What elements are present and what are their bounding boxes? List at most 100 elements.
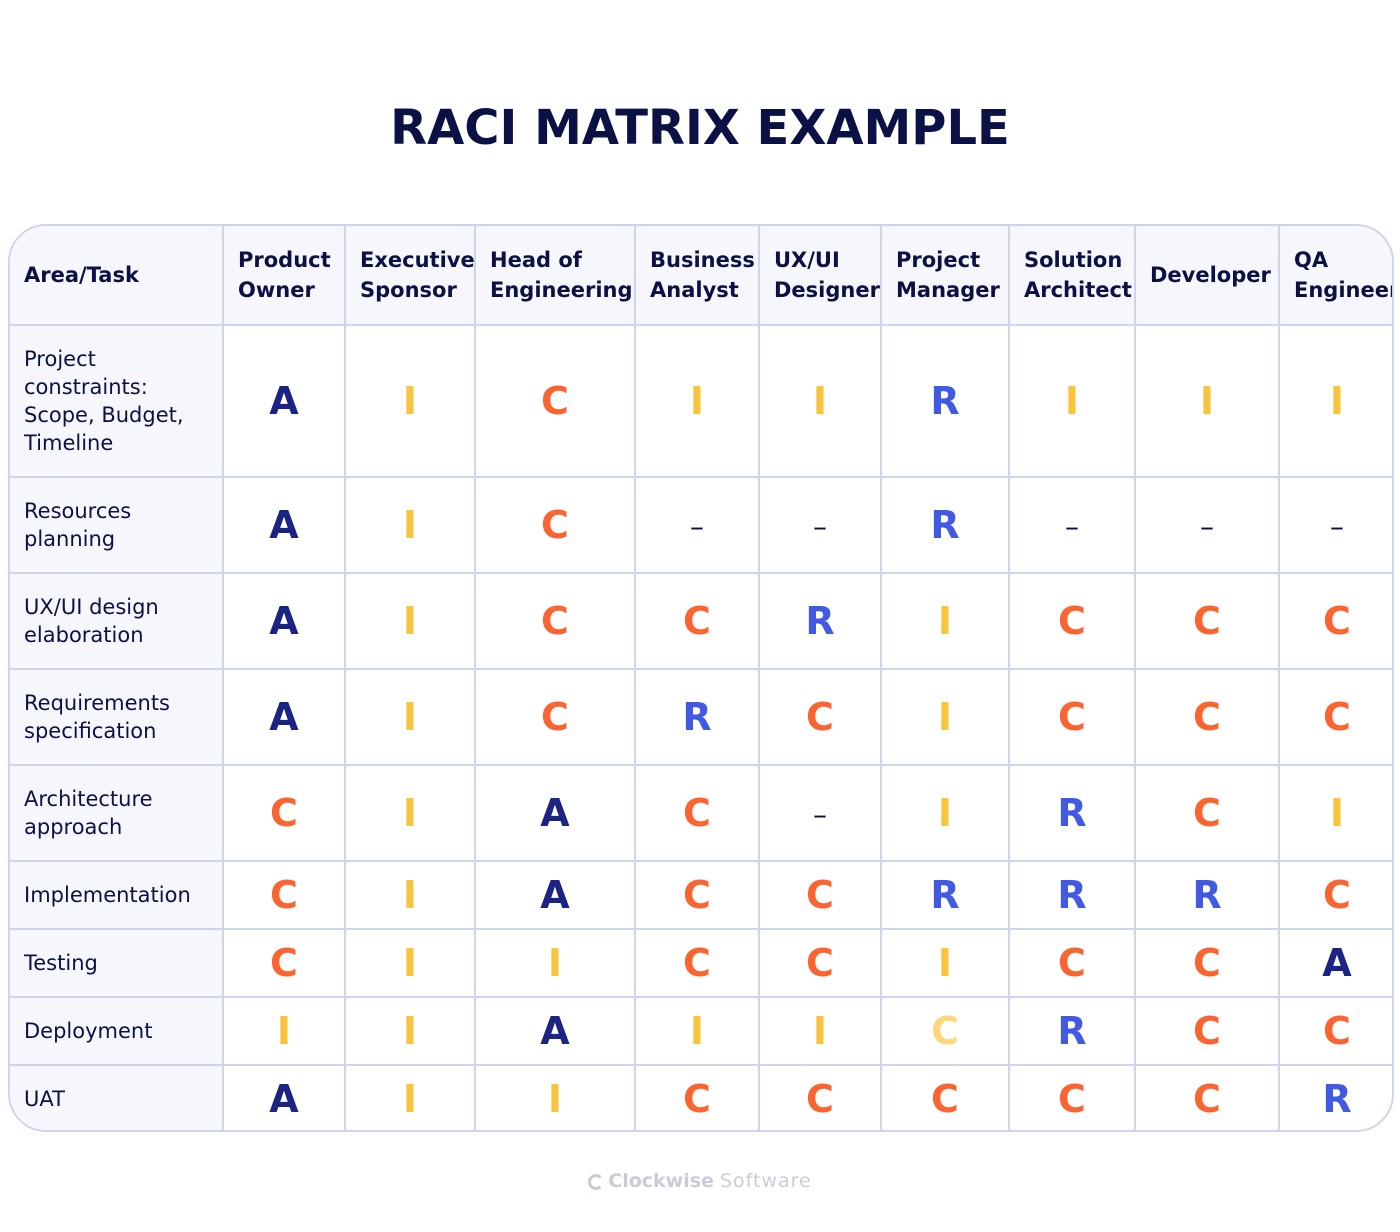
raci-table: Area/Task Product Owner Executive Sponsor H… bbox=[10, 226, 1392, 1130]
raci-cell: C bbox=[880, 996, 1010, 1066]
raci-cell: I bbox=[344, 572, 476, 670]
column-header-role: Solution Architect bbox=[1008, 226, 1136, 326]
raci-cell: I bbox=[880, 928, 1010, 998]
raci-value: I bbox=[547, 1077, 563, 1121]
raci-value: A bbox=[269, 695, 299, 739]
raci-value: I bbox=[402, 599, 418, 643]
brand-name-bold: Clockwise bbox=[608, 1170, 714, 1192]
raci-value: I bbox=[1064, 379, 1080, 423]
raci-cell: C bbox=[1278, 996, 1392, 1066]
raci-value: I bbox=[402, 1009, 418, 1053]
raci-value: R bbox=[1192, 873, 1222, 917]
table-body: Project constraints: Scope, Budget, Time… bbox=[10, 324, 1392, 1130]
raci-cell: C bbox=[880, 1064, 1010, 1130]
column-header-role: Head of Engineering bbox=[474, 226, 636, 326]
task-label: UX/UI design elaboration bbox=[10, 572, 224, 670]
raci-cell: C bbox=[634, 928, 760, 998]
raci-cell: C bbox=[1134, 764, 1280, 862]
raci-value: C bbox=[541, 695, 569, 739]
raci-cell: I bbox=[344, 668, 476, 766]
raci-value: A bbox=[269, 1077, 299, 1121]
header-row: Area/Task Product Owner Executive Sponsor H… bbox=[10, 226, 1392, 326]
raci-cell: I bbox=[634, 324, 760, 478]
table-row: Deployment I I A I I C R C C bbox=[10, 996, 1392, 1066]
raci-value: R bbox=[930, 379, 960, 423]
raci-cell: I bbox=[474, 928, 636, 998]
raci-cell: R bbox=[1008, 764, 1136, 862]
raci-value: C bbox=[806, 1077, 834, 1121]
raci-cell: C bbox=[222, 928, 346, 998]
raci-value: C bbox=[1193, 1077, 1221, 1121]
raci-value: A bbox=[269, 503, 299, 547]
raci-value: R bbox=[1057, 873, 1087, 917]
raci-cell: I bbox=[344, 324, 476, 478]
column-header-role: Project Manager bbox=[880, 226, 1010, 326]
column-header-role: UX/UI Designer bbox=[758, 226, 882, 326]
raci-value: C bbox=[1193, 791, 1221, 835]
raci-cell: C bbox=[1008, 668, 1136, 766]
column-header-role: Developer bbox=[1134, 226, 1280, 326]
raci-cell: R bbox=[1008, 860, 1136, 930]
raci-value: – bbox=[1330, 510, 1344, 543]
raci-value: C bbox=[806, 873, 834, 917]
raci-value: C bbox=[1193, 941, 1221, 985]
raci-value: C bbox=[1323, 599, 1351, 643]
raci-cell: R bbox=[1134, 860, 1280, 930]
footer-logo: Clockwise Software bbox=[0, 1170, 1400, 1192]
column-header-role: QA Engineer bbox=[1278, 226, 1392, 326]
raci-value: R bbox=[930, 503, 960, 547]
raci-value: R bbox=[1057, 1009, 1087, 1053]
raci-cell: R bbox=[880, 860, 1010, 930]
raci-cell: I bbox=[1278, 764, 1392, 862]
raci-cell: C bbox=[474, 476, 636, 574]
raci-cell: R bbox=[1008, 996, 1136, 1066]
task-label: Resources planning bbox=[10, 476, 224, 574]
raci-cell: I bbox=[222, 996, 346, 1066]
raci-cell: I bbox=[880, 572, 1010, 670]
raci-value: I bbox=[402, 379, 418, 423]
raci-value: I bbox=[812, 379, 828, 423]
table-row: Project constraints: Scope, Budget, Time… bbox=[10, 324, 1392, 478]
raci-value: R bbox=[805, 599, 835, 643]
raci-cell: I bbox=[758, 996, 882, 1066]
table-row: Implementation C I A C C R R R C bbox=[10, 860, 1392, 930]
task-label: UAT bbox=[10, 1064, 224, 1130]
raci-value: A bbox=[540, 873, 570, 917]
raci-cell: C bbox=[758, 860, 882, 930]
raci-value: C bbox=[270, 873, 298, 917]
raci-cell: C bbox=[1134, 928, 1280, 998]
raci-cell: I bbox=[758, 324, 882, 478]
raci-value: R bbox=[930, 873, 960, 917]
raci-cell: A bbox=[222, 324, 346, 478]
raci-cell: – bbox=[758, 476, 882, 574]
raci-value: I bbox=[937, 941, 953, 985]
raci-value: C bbox=[1193, 599, 1221, 643]
column-header-role: Executive Sponsor bbox=[344, 226, 476, 326]
raci-value: I bbox=[812, 1009, 828, 1053]
raci-value: C bbox=[270, 791, 298, 835]
task-label: Testing bbox=[10, 928, 224, 998]
raci-cell: C bbox=[474, 572, 636, 670]
raci-cell: C bbox=[1008, 572, 1136, 670]
raci-value: I bbox=[402, 791, 418, 835]
raci-cell: A bbox=[222, 572, 346, 670]
raci-cell: C bbox=[758, 1064, 882, 1130]
raci-value: I bbox=[937, 791, 953, 835]
raci-cell: A bbox=[474, 860, 636, 930]
table-row: Resources planning A I C – – R – – – bbox=[10, 476, 1392, 574]
raci-value: I bbox=[1199, 379, 1215, 423]
raci-value: C bbox=[1058, 941, 1086, 985]
raci-value: I bbox=[402, 873, 418, 917]
raci-value: I bbox=[689, 379, 705, 423]
page-title: RACI MATRIX EXAMPLE bbox=[390, 100, 1010, 156]
raci-value: A bbox=[540, 791, 570, 835]
raci-cell: I bbox=[344, 476, 476, 574]
raci-cell: C bbox=[634, 1064, 760, 1130]
task-label: Architecture approach bbox=[10, 764, 224, 862]
raci-cell: A bbox=[222, 476, 346, 574]
raci-cell: R bbox=[880, 476, 1010, 574]
raci-value: C bbox=[1058, 599, 1086, 643]
raci-cell: – bbox=[758, 764, 882, 862]
table-row: Architecture approach C I A C – I R C I bbox=[10, 764, 1392, 862]
raci-value: – bbox=[813, 510, 827, 543]
